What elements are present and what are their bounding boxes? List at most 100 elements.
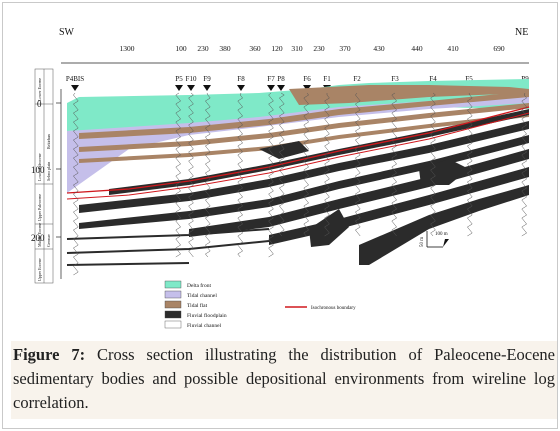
well-marker-5 bbox=[267, 85, 275, 91]
depth-tick-100: 100 bbox=[31, 165, 45, 175]
well-spacing-3: 380 bbox=[219, 44, 231, 53]
boundary-legend: Isochronous boundary bbox=[285, 306, 356, 311]
well-spacing-7: 230 bbox=[313, 44, 325, 53]
well-label-5: F7 bbox=[267, 75, 275, 83]
well-log-3 bbox=[205, 92, 211, 258]
legend-label-1: Tidal channel bbox=[187, 293, 217, 299]
well-spacing-11: 410 bbox=[447, 44, 459, 53]
depth-axis: 0 100 200 bbox=[31, 89, 62, 279]
well-log-6 bbox=[279, 92, 285, 237]
floodplain-thin-2 bbox=[66, 240, 270, 254]
well-log-0 bbox=[73, 92, 79, 276]
well-label-1: P5 bbox=[175, 75, 183, 83]
well-label-12: F5 bbox=[465, 75, 473, 83]
well-spacing-4: 360 bbox=[249, 44, 261, 53]
well-spacing-8: 370 bbox=[339, 44, 351, 53]
well-marker-4 bbox=[237, 85, 245, 91]
legend-swatch-4 bbox=[164, 320, 182, 329]
well-marker-6 bbox=[277, 85, 285, 91]
legend-swatch-1 bbox=[164, 290, 182, 299]
legend-swatch-0 bbox=[164, 280, 182, 289]
well-spacing-row: 1300 100 230 380 360 120 310 230 370 430 440 410 690 bbox=[120, 44, 505, 53]
floodplain-band-2 bbox=[79, 121, 529, 213]
legend-swatch-3 bbox=[164, 310, 182, 319]
well-log-1 bbox=[175, 92, 181, 258]
legend-swatch-2 bbox=[164, 300, 182, 309]
boundary-legend-label: Isochronous boundary bbox=[311, 306, 356, 311]
well-marker-3 bbox=[203, 85, 211, 91]
well-log-2 bbox=[188, 92, 194, 258]
tidal-flat-band-2 bbox=[79, 103, 529, 152]
scale-vertical-label: 50 m bbox=[420, 237, 425, 247]
well-label-4: F8 bbox=[237, 75, 245, 83]
direction-ne-label: NE bbox=[515, 27, 528, 38]
strat-unit-3: Germav bbox=[46, 234, 51, 247]
well-spacing-0: 1300 bbox=[120, 44, 135, 53]
well-log-traces bbox=[73, 92, 527, 276]
well-label-7: F6 bbox=[303, 75, 311, 83]
legend-label-2: Tidal flat bbox=[187, 302, 208, 309]
tidal-flat-band-1 bbox=[79, 91, 529, 139]
legend-label-4: Fluvial channel bbox=[187, 323, 222, 329]
isochronous-boundary-2 bbox=[66, 112, 530, 200]
well-spacing-2: 230 bbox=[197, 44, 209, 53]
well-spacing-5: 120 bbox=[271, 44, 283, 53]
strat-col-2: Lower Paleocene bbox=[37, 153, 42, 181]
caption-label: Figure 7: bbox=[13, 345, 86, 364]
well-spacing-1: 100 bbox=[175, 44, 187, 53]
floodplain-thin-3 bbox=[66, 262, 190, 266]
well-log-5 bbox=[268, 92, 274, 258]
floodplain-lens-1 bbox=[309, 209, 349, 247]
well-marker-2 bbox=[187, 85, 195, 91]
well-log-8 bbox=[324, 93, 330, 237]
strat-col-1: Lower Eocene bbox=[37, 78, 42, 101]
well-label-11: F4 bbox=[429, 75, 437, 83]
cross-section-body bbox=[66, 79, 530, 276]
well-label-0: P4BIS bbox=[66, 75, 84, 83]
strat-unit-2: Selmo plain bbox=[46, 162, 51, 181]
scale-horizontal-label: 100 m bbox=[435, 232, 448, 237]
well-spacing-9: 430 bbox=[373, 44, 385, 53]
figure-caption: Figure 7: Cross section illustrating the… bbox=[11, 341, 557, 419]
well-log-11 bbox=[430, 92, 436, 237]
well-marker-0 bbox=[71, 85, 79, 91]
floodplain-band-6 bbox=[359, 185, 529, 265]
well-log-13 bbox=[521, 92, 527, 237]
tidal-channel-body bbox=[67, 95, 529, 193]
legend: Delta front Tidal channel Tidal flat Fluvia… bbox=[164, 280, 227, 329]
well-log-9 bbox=[355, 92, 361, 237]
well-label-13: P9 bbox=[521, 75, 529, 83]
strat-col-4: Middle Eocene bbox=[37, 222, 42, 247]
legend-label-3: Fluvial floodplain bbox=[187, 312, 227, 319]
well-label-2: F10 bbox=[186, 75, 197, 83]
well-label-10: F3 bbox=[391, 75, 399, 83]
floodplain-lens-3 bbox=[259, 141, 309, 159]
floodplain-band-3 bbox=[79, 135, 529, 229]
tidal-flat-top-band bbox=[289, 85, 529, 105]
strat-col-5: Upper Eocene bbox=[37, 258, 42, 281]
well-label-3: F9 bbox=[203, 75, 211, 83]
well-log-12 bbox=[467, 92, 473, 237]
cross-section-figure: SW NE 1300 100 230 380 360 120 310 230 370 430 440… bbox=[31, 27, 530, 329]
strat-unit-1: Bekirhan bbox=[46, 134, 51, 149]
well-label-8: F1 bbox=[323, 75, 331, 83]
well-spacing-6: 310 bbox=[291, 44, 303, 53]
strat-col-3: Upper Paleocene bbox=[37, 194, 42, 221]
tidal-flat-band-3 bbox=[79, 113, 529, 163]
well-marker-1 bbox=[175, 85, 183, 91]
well-log-4 bbox=[237, 92, 243, 258]
well-spacing-12: 690 bbox=[493, 44, 505, 53]
well-log-10 bbox=[391, 92, 397, 237]
legend-label-0: Delta front bbox=[187, 282, 211, 289]
depth-tick-200: 200 bbox=[31, 233, 45, 243]
caption-text: Cross section illustrating the distribut… bbox=[13, 345, 555, 412]
stratigraphic-column: Lower Eocene Lower Paleocene Upper Paleo… bbox=[34, 68, 54, 284]
well-log-7 bbox=[303, 92, 309, 237]
floodplain-thin-1 bbox=[66, 228, 270, 240]
well-label-6: P8 bbox=[277, 75, 285, 83]
floodplain-band-4 bbox=[189, 149, 529, 237]
well-spacing-10: 440 bbox=[411, 44, 423, 53]
direction-sw-label: SW bbox=[59, 27, 75, 38]
well-marker-7 bbox=[303, 85, 311, 91]
